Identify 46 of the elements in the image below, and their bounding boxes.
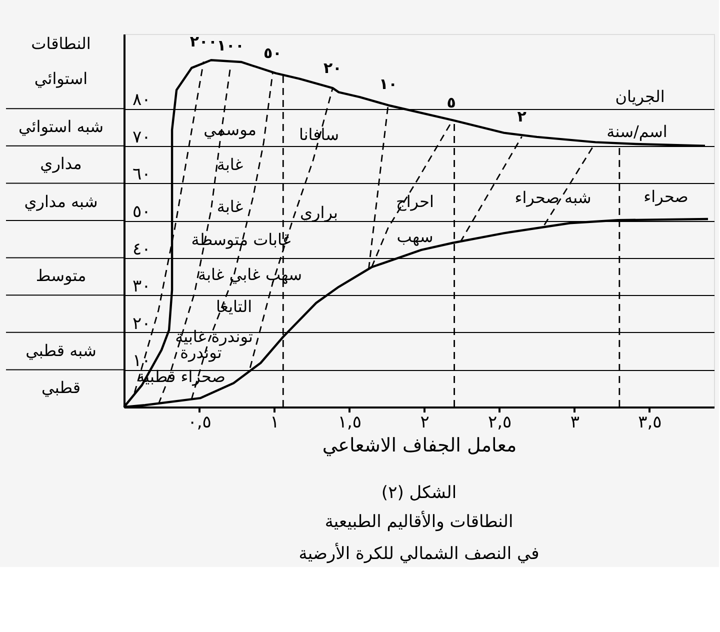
- text: شبه استوائي: [18, 117, 104, 136]
- series-label: ٥٠: [263, 44, 282, 62]
- text: متوسط: [36, 266, 86, 285]
- x-tick-label: ٢: [420, 412, 430, 432]
- text: شبه قطبي: [26, 341, 96, 360]
- x-tick-label: ١: [270, 412, 280, 432]
- annotation: توندرة غابية: [175, 327, 253, 346]
- series-label: ٢٠٠: [190, 32, 218, 51]
- x-tick-label: ٣: [570, 412, 580, 432]
- annotation: اسم/سنة: [606, 122, 668, 141]
- y-tick-label: ٢٠: [132, 314, 151, 334]
- annotation: شبه صحراء: [514, 188, 592, 207]
- annotation: غابة: [216, 155, 244, 174]
- series-label: ١٠: [379, 75, 398, 94]
- annotation: الجريان: [615, 87, 665, 106]
- text: النطاقات والأقاليم الطبيعية في النصف الشمالي للكرة الأرضية: [298, 510, 540, 564]
- y-tick-label: ٥٠: [132, 202, 151, 222]
- y-tick-label: ٧٠: [132, 127, 151, 148]
- text: الشكل (٢): [381, 483, 457, 503]
- y-tick-label: ٨٠: [132, 90, 151, 110]
- annotation: صحراء: [644, 187, 688, 206]
- x-tick-label: ٠,٥: [188, 412, 212, 432]
- text: النطاقات: [31, 34, 91, 53]
- y-tick-label: ١٠: [132, 351, 151, 372]
- series-label: ٥: [446, 93, 456, 112]
- text: قطبي: [42, 378, 80, 397]
- annotation: سافانا: [298, 125, 340, 144]
- annotation: سهب: [396, 227, 434, 246]
- series-label: ٢٠: [324, 59, 342, 78]
- y-tick-label: ٦٠: [132, 164, 151, 185]
- annotation: احراج: [396, 192, 434, 211]
- x-tick-label: ٣,٥: [638, 412, 662, 432]
- text: مداري: [40, 154, 82, 173]
- annotation: سهب غابي غابة: [198, 265, 302, 284]
- x-axis-title: معامل الجفاف الاشعاعي: [322, 434, 517, 456]
- annotation: غابات متوسطة: [191, 230, 291, 249]
- y-tick-label: ٤٠: [132, 239, 151, 260]
- text: استوائي: [34, 69, 88, 88]
- x-tick-label: ٢,٥: [488, 412, 512, 432]
- text: شبه مداري: [24, 192, 98, 211]
- annotation: التايغا: [216, 297, 252, 316]
- annotation: غابة: [216, 197, 244, 216]
- x-tick-label: ١,٥: [338, 412, 362, 432]
- series-label: ١٠٠: [216, 36, 244, 55]
- series-label: ٢: [517, 108, 526, 126]
- y-tick-label: ٣٠: [132, 276, 151, 297]
